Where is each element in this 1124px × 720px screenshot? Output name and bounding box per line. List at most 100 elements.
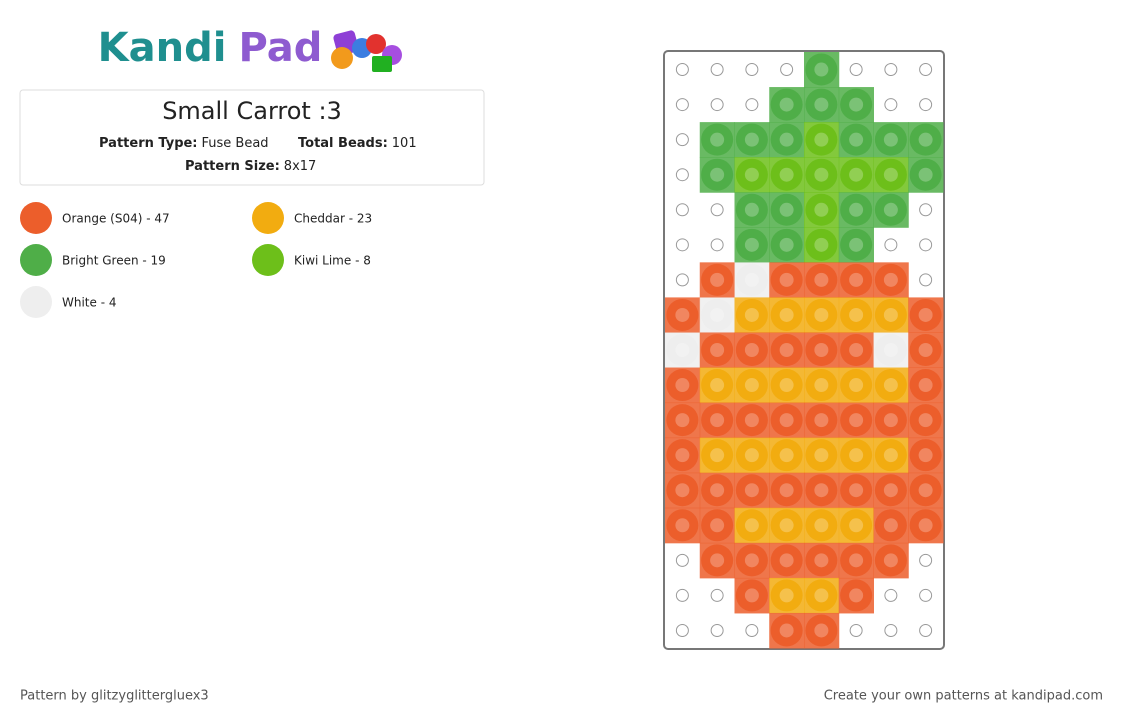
footer-promo[interactable]: Create your own patterns at kandipad.com <box>824 689 1103 704</box>
beads-value: 101 <box>392 136 417 151</box>
bead <box>874 369 907 402</box>
bead-hole <box>883 518 898 533</box>
logo[interactable]: Kandi Pad <box>98 25 323 71</box>
bead <box>805 263 838 296</box>
bead-hole <box>710 413 725 428</box>
empty-peg <box>675 63 689 77</box>
bead <box>770 579 803 612</box>
bead <box>840 509 873 542</box>
bead <box>666 439 699 472</box>
empty-peg <box>919 203 933 217</box>
bead-hole <box>779 413 794 428</box>
bead-hole <box>918 167 933 182</box>
bead-hole <box>814 202 829 217</box>
empty-peg <box>675 238 689 252</box>
bead <box>805 298 838 331</box>
bead-hole <box>849 307 864 322</box>
empty-peg <box>849 623 863 637</box>
bead-hole <box>675 448 690 463</box>
logo-beads <box>331 30 402 72</box>
legend-label: Bright Green - 19 <box>62 254 166 268</box>
bead-hole <box>814 623 829 638</box>
bead-hole <box>849 518 864 533</box>
bead-hole <box>918 483 933 498</box>
bead-hole <box>814 97 829 112</box>
bead <box>840 474 873 507</box>
legend-label: White - 4 <box>62 296 117 310</box>
bead <box>805 544 838 577</box>
bead <box>805 404 838 437</box>
bead <box>666 369 699 402</box>
bead-hole <box>779 202 794 217</box>
bead <box>874 544 907 577</box>
bead <box>874 193 907 226</box>
bead <box>735 228 768 261</box>
empty-peg <box>675 623 689 637</box>
bead-hole <box>779 132 794 147</box>
bead-hole <box>675 483 690 498</box>
legend-label: Cheddar - 23 <box>294 212 372 226</box>
total-beads: Total Beads: 101 <box>298 136 417 151</box>
bead-hole <box>675 413 690 428</box>
bead-hole <box>675 307 690 322</box>
bead-hole <box>849 132 864 147</box>
bead-hole <box>744 413 759 428</box>
empty-peg <box>710 623 724 637</box>
bead-hole <box>849 413 864 428</box>
bead-hole <box>710 307 725 322</box>
empty-peg <box>919 273 933 287</box>
bead <box>666 509 699 542</box>
empty-peg <box>919 238 933 252</box>
empty-peg <box>675 273 689 287</box>
bead-hole <box>710 378 725 393</box>
bead <box>735 158 768 191</box>
bead-hole <box>918 343 933 357</box>
bead <box>735 579 768 612</box>
legend-swatch <box>252 202 284 234</box>
bead <box>770 298 803 331</box>
empty-peg <box>884 623 898 637</box>
bead <box>805 88 838 121</box>
bead <box>770 123 803 156</box>
bead-hole <box>883 307 898 322</box>
bead <box>701 334 734 366</box>
bead <box>770 439 803 472</box>
logo-left: Kandi <box>98 25 227 71</box>
type-value: Fuse Bead <box>202 136 269 151</box>
beads-label: Total Beads: <box>298 136 388 151</box>
bead <box>909 439 942 472</box>
bead-hole <box>710 132 725 147</box>
bead-hole <box>814 413 829 428</box>
bead <box>874 158 907 191</box>
bead <box>735 193 768 226</box>
empty-peg <box>745 63 759 77</box>
empty-peg <box>710 63 724 77</box>
bead <box>770 509 803 542</box>
bead-hole <box>849 167 864 182</box>
bead <box>909 123 942 156</box>
bead <box>909 334 942 366</box>
bead-hole <box>883 413 898 428</box>
bead <box>770 88 803 121</box>
legend-swatch <box>20 286 52 318</box>
bead-hole <box>710 483 725 498</box>
legend-swatch <box>252 244 284 276</box>
empty-peg <box>710 98 724 112</box>
pattern-size: Pattern Size: 8x17 <box>185 159 316 174</box>
bead-hole <box>849 553 864 568</box>
empty-peg <box>849 63 863 77</box>
bead <box>840 158 873 191</box>
legend-label: Kiwi Lime - 8 <box>294 254 371 268</box>
bead <box>701 369 734 402</box>
bead-hole <box>779 307 794 322</box>
bead <box>840 579 873 612</box>
bead-hole <box>849 202 864 217</box>
bead <box>770 404 803 437</box>
bead <box>735 474 768 507</box>
bead-hole <box>883 167 898 182</box>
bead-hole <box>883 448 898 463</box>
bead <box>701 509 734 542</box>
legend-label: Orange (S04) - 47 <box>62 212 170 226</box>
type-label: Pattern Type: <box>99 136 198 151</box>
